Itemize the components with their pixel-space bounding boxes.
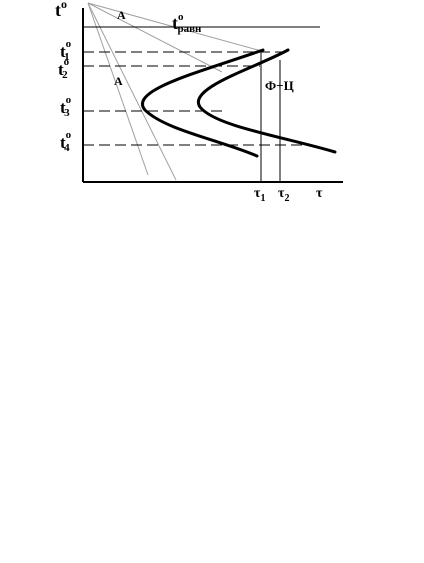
tau1-label: τ1 (254, 186, 265, 204)
t3-label: to 3 (60, 94, 72, 119)
axes (82, 8, 343, 183)
tau-lines (260, 52, 281, 182)
tau-axis-label: τ (316, 186, 323, 201)
c-curves (141, 48, 337, 158)
cooling-line-4 (87, 2, 149, 176)
tau2-label: τ2 (278, 186, 289, 204)
t-axis-label: to (55, 0, 67, 20)
phase-label: Ф+Ц (265, 78, 294, 93)
cooling-label-a-left: A (114, 74, 123, 88)
dashed-levels (83, 51, 312, 146)
t2-label: to 2 (58, 56, 70, 81)
cooling-line-2 (87, 2, 223, 73)
cooling-line-3 (87, 2, 177, 181)
curve-finish (196, 48, 337, 154)
cooling-label-a-top: A (117, 8, 126, 22)
t4-label: to 4 (60, 129, 72, 154)
t1-label: to 1 (60, 38, 72, 63)
t-equilibrium-label: to равн (172, 11, 202, 35)
curve-start (141, 48, 265, 158)
